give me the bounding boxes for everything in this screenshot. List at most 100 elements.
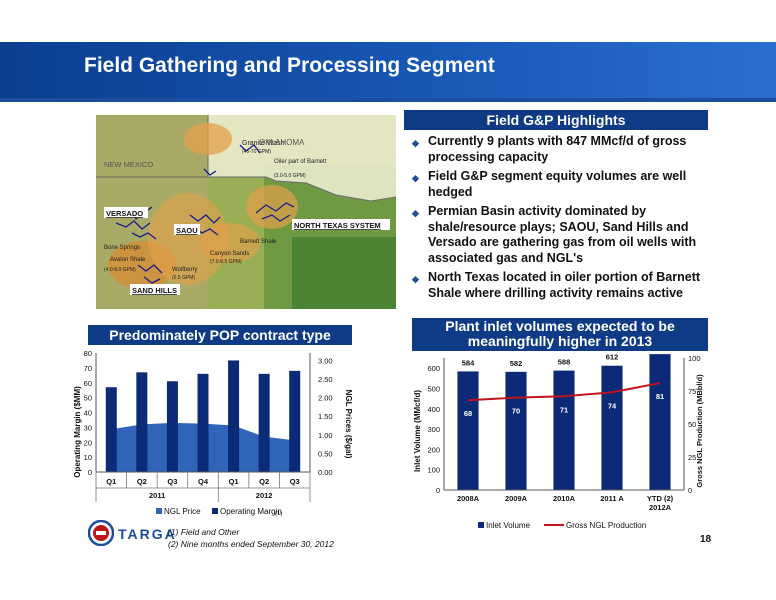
footnote-1: (1) Field and Other [168,527,240,537]
operating-margin-bar [105,387,117,472]
right-chart-x-tick: 2009A [505,494,528,503]
ngl-production-data-label: 74 [608,401,617,410]
left-chart-y-tick: 70 [84,364,92,373]
left-chart-y-tick: 60 [84,379,92,388]
barnett-shale-play [246,185,298,229]
map-label-barnett-shale: Barnett Shale [240,239,277,245]
sand-hills-label-box [130,284,180,295]
left-chart-y-tick: 30 [84,423,92,432]
map-label-saou: SAOU [176,226,198,235]
texas-panhandle-region [96,115,396,201]
map-label-wolfberry: Wolfberry [172,267,198,273]
right-chart-y-axis-label: Inlet Volume (MMcf/d) [413,390,422,472]
inlet-volume-data-label: 588 [558,358,571,367]
right-chart-right-axis-label: Gross NGL Production (MBbl/d) [695,374,704,488]
operating-margin-bar [197,373,209,472]
legend-label-operating-margin: Operating Margin [220,507,282,516]
left-chart-x-tick: Q2 [137,477,147,486]
diamond-bullet-icon: ◆ [412,138,419,148]
right-chart-y-tick: 0 [436,486,440,495]
highlight-text: Field G&P segment equity volumes are wel… [428,169,687,199]
ngl-production-data-label: 71 [560,405,568,414]
map-label-north-texas: NORTH TEXAS SYSTEM [294,221,381,230]
left-chart-x-tick: Q2 [259,477,269,486]
map-label-bone-springs: Bone Springs [104,245,140,251]
left-chart-y-tick: 50 [84,394,92,403]
operating-margin-bar [166,381,178,472]
saou-label-box [174,224,200,235]
map-label-wolfberry-rate: (6.5 GPM) [172,275,195,281]
left-chart-y-axis-label: Operating Margin ($MM) [73,386,82,478]
inlet-volume-data-label: 669 [654,348,667,350]
map-label-granite-wash-rate: (45-70 GPM) [242,149,271,155]
page-title: Field Gathering and Processing Segment [84,54,495,77]
left-chart-x-tick: Q3 [290,477,300,486]
right-chart-y-tick: 300 [427,425,440,434]
left-chart-y-tick: 20 [84,438,92,447]
right-chart-right-tick: 50 [688,420,696,429]
map-label-canyon-rate: (7.0-8.5 GPM) [210,259,242,265]
left-chart-x-tick: Q1 [229,477,239,486]
left-chart-y-tick: 80 [84,349,92,358]
operating-margin-bar [289,370,301,472]
legend-label-inlet-volume: Inlet Volume [486,521,531,530]
operating-margin-bar [228,360,240,472]
legend-label-ngl-price: NGL Price [164,507,201,516]
map-label-avalon: Avalon Shale [110,257,146,263]
right-chart-right-tick: 0 [688,486,692,495]
highlights-list: ◆ Currently 9 plants with 847 MMcf/d of g… [412,134,712,301]
left-chart-right-tick: 0.50 [318,449,333,458]
targa-logo-text: TARGA [118,526,177,542]
right-chart-right-tick: 25 [688,453,696,462]
left-chart-right-tick: 2.00 [318,394,333,403]
left-chart-heading: Predominately POP contract type [88,325,352,345]
inlet-volume-data-label: 582 [510,359,523,368]
map-label-bone-avalon-rate: (4.0-8.0 GPM) [104,267,136,273]
left-chart-year-label: 2011 [149,491,165,500]
texas-map: Granite Wash (45-70 GPM) OKLAHOMA NEW ME… [96,115,396,309]
right-chart-y-tick: 400 [427,405,440,414]
map-label-granite-wash: Granite Wash [242,140,285,147]
ngl-production-data-label: 70 [512,407,520,416]
left-chart-y-tick: 0 [88,468,92,477]
map-label-new-mexico: NEW MEXICO [104,160,153,169]
inlet-volume-bar [601,365,623,490]
diamond-bullet-icon: ◆ [412,173,419,183]
map-label-oiler-barnett: Oiler part of Barnett [274,159,327,165]
page-number: 18 [700,534,712,545]
highlight-item: ◆ Field G&P segment equity volumes are we… [412,169,712,200]
versado-label-box [104,207,148,218]
right-chart-y-tick: 500 [427,384,440,393]
legend-swatch-inlet-volume [478,522,484,528]
title-banner: Field Gathering and Processing Segment [0,42,776,98]
inlet-volume-bar [649,354,671,490]
right-chart-right-tick: 75 [688,387,696,396]
diamond-bullet-icon: ◆ [412,274,419,284]
inlet-volume-data-label: 584 [462,358,475,367]
highlights-heading: Field G&P Highlights [404,110,708,130]
left-chart-year-label: 2012 [256,491,273,500]
left-chart-x-tick: Q3 [167,477,177,486]
legend-swatch-ngl-price [156,508,162,514]
legend-swatch-operating-margin [212,508,218,514]
right-chart-y-tick: 600 [427,364,440,373]
left-chart-right-tick: 1.50 [318,412,333,421]
inlet-volume-bar [553,370,575,490]
north-texas-label-box [292,219,390,230]
ngl-production-line [467,382,661,402]
operating-margin-bar [136,372,148,472]
map-label-sand-hills: SAND HILLS [132,286,177,295]
wolfberry-play [148,193,228,285]
inlet-volume-chart: 584 582 588 612 669 68 70 71 74 81 0 100 200 300 400 50… [413,348,704,530]
map-label-oklahoma: OKLAHOMA [259,138,305,147]
highlight-text: Currently 9 plants with 847 MMcf/d of gr… [428,134,687,164]
right-chart-heading: Plant inlet volumes expected to be meani… [412,318,708,351]
targa-logo-icon [88,520,114,546]
inlet-volume-data-label: 612 [606,353,619,362]
right-chart-y-tick: 100 [427,466,440,475]
left-chart-right-tick: 2.50 [318,375,333,384]
right-chart-x-tick: 2008A [457,494,480,503]
granite-wash-play [184,123,232,155]
left-chart-right-tick: 0.00 [318,468,333,477]
left-chart-right-tick: 3.00 [318,356,333,365]
